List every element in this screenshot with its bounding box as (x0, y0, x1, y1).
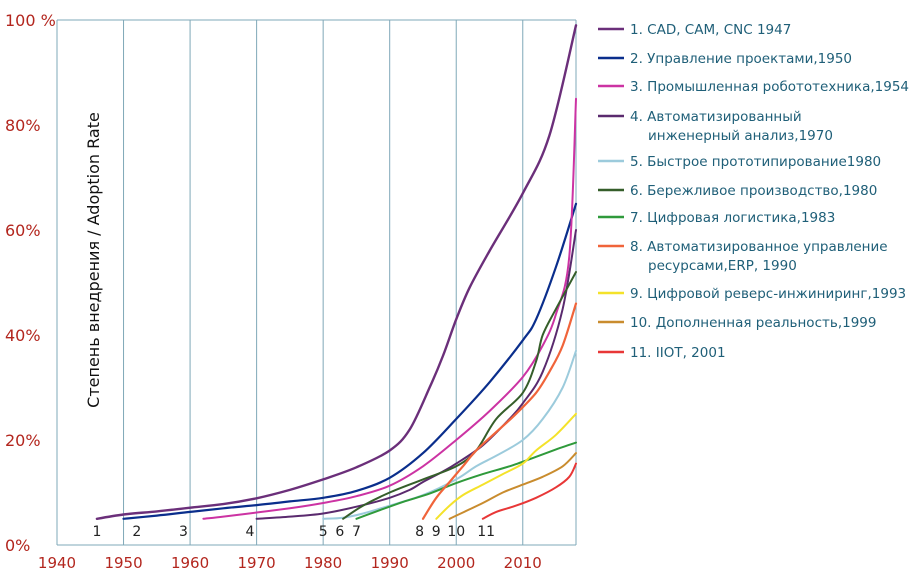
series-marker-3: 3 (179, 524, 188, 540)
series-marker-11: 11 (477, 524, 495, 540)
series-marker-1: 1 (92, 524, 101, 540)
legend-label: 4. Автоматизированный (630, 109, 802, 125)
legend-label: 9. Цифровой реверс-инжиниринг,1993 (630, 286, 906, 302)
legend-item-3: 3. Промышленная робототехника,1954 (598, 79, 909, 95)
legend-label: ресурсами,ERP, 1990 (648, 258, 797, 274)
legend-item-7: 7. Цифровая логистика,1983 (598, 210, 835, 226)
series-line-11 (481, 462, 577, 520)
series-marker-2: 2 (132, 524, 141, 540)
x-tick-label: 1950 (104, 554, 142, 570)
legend-label: 7. Цифровая логистика,1983 (630, 210, 835, 226)
legend-item-1: 1. CAD, CAM, CNC 1947 (598, 22, 791, 38)
series-marker-7: 7 (352, 524, 361, 540)
x-axis-ticks: 1940 1950 1960 1970 1980 1990 2000 2010 (38, 554, 542, 570)
series-line-7 (355, 441, 577, 520)
series-line-3 (202, 97, 577, 520)
y-tick-label: 20% (5, 431, 41, 450)
series-line-2 (122, 202, 578, 520)
series-line-10 (448, 452, 577, 520)
y-axis-ticks: 0% 20% 40% 60% 80% 100 % (5, 11, 56, 555)
grid (56, 19, 577, 546)
legend-label: 1. CAD, CAM, CNC 1947 (630, 22, 791, 38)
x-tick-label: 1960 (171, 554, 209, 570)
legend-label: инженерный анализ,1970 (648, 128, 833, 144)
series-line-5 (322, 349, 577, 520)
series-marker-6: 6 (335, 524, 344, 540)
legend-item-8: 8. Автоматизированное управление ресурсам… (598, 239, 888, 274)
legend-label: 3. Промышленная робототехника,1954 (630, 79, 909, 95)
series-marker-4: 4 (246, 524, 255, 540)
legend-label: 10. Дополненная реальность,1999 (630, 315, 876, 331)
x-tick-label: 2010 (504, 554, 542, 570)
legend-item-11: 11. IIOT, 2001 (598, 345, 726, 361)
series-line-1 (95, 24, 578, 520)
legend: 1. CAD, CAM, CNC 1947 2. Управление проек… (598, 22, 909, 361)
y-tick-label: 0% (5, 536, 30, 555)
legend-label: 6. Бережливое производство,1980 (630, 183, 877, 199)
legend-item-4: 4. Автоматизированный инженерный анализ,1… (598, 109, 833, 144)
x-tick-label: 1980 (304, 554, 342, 570)
x-tick-label: 1940 (38, 554, 76, 570)
y-tick-label: 40% (5, 326, 41, 345)
series-marker-9: 9 (432, 524, 441, 540)
series-line-8 (421, 302, 578, 520)
legend-item-9: 9. Цифровой реверс-инжиниринг,1993 (598, 286, 906, 302)
series-marker-5: 5 (319, 524, 328, 540)
legend-label: 5. Быстрое прототипирование1980 (630, 154, 881, 170)
y-tick-label: 80% (5, 116, 41, 135)
x-tick-label: 1970 (238, 554, 276, 570)
legend-label: 8. Автоматизированное управление (630, 239, 888, 255)
legend-item-10: 10. Дополненная реальность,1999 (598, 315, 876, 331)
series-line-9 (435, 412, 577, 520)
series-marker-10: 10 (447, 524, 465, 540)
series-line-4 (255, 229, 577, 520)
series-start-markers: 1 2 3 4 5 6 7 8 9 10 11 (92, 524, 495, 540)
legend-label: 2. Управление проектами,1950 (630, 51, 852, 67)
x-tick-label: 1990 (371, 554, 409, 570)
series-lines (95, 24, 578, 520)
legend-item-6: 6. Бережливое производство,1980 (598, 183, 877, 199)
legend-label: 11. IIOT, 2001 (630, 345, 726, 361)
series-line-6 (342, 271, 577, 520)
legend-item-5: 5. Быстрое прототипирование1980 (598, 154, 881, 170)
y-tick-label: 60% (5, 221, 41, 240)
legend-item-2: 2. Управление проектами,1950 (598, 51, 852, 67)
y-axis-label: Степень внедрения / Adoption Rate (84, 112, 103, 408)
y-tick-label: 100 % (5, 11, 56, 30)
x-tick-label: 2000 (437, 554, 475, 570)
series-marker-8: 8 (415, 524, 424, 540)
